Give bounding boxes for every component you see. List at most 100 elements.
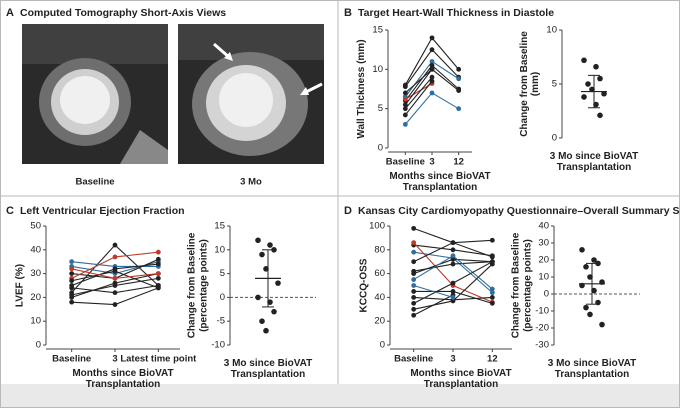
data-point xyxy=(450,256,456,262)
data-point xyxy=(69,266,75,272)
data-point xyxy=(595,260,601,267)
panel-title: Kansas City Cardiomyopathy Questionnaire… xyxy=(358,205,680,217)
y-axis-title: KCCQ-OSS xyxy=(358,258,370,313)
data-point xyxy=(402,102,408,108)
data-point xyxy=(456,106,462,112)
x-tick-label: 12 xyxy=(453,157,464,168)
data-point xyxy=(579,247,585,253)
data-point xyxy=(69,285,75,291)
y-tick-label: -30 xyxy=(535,340,549,351)
data-point xyxy=(489,295,495,300)
series-line xyxy=(404,76,433,110)
data-point xyxy=(581,94,587,100)
y-tick-label: 20 xyxy=(374,316,385,327)
series-line xyxy=(404,80,433,116)
data-point xyxy=(255,294,261,301)
y-tick-label: 5 xyxy=(378,103,383,114)
image-caption: Baseline xyxy=(75,177,114,188)
data-point xyxy=(587,274,593,280)
x-axis-title: Months since BioVAT Transplantation xyxy=(72,367,174,391)
data-point xyxy=(69,259,75,265)
x-axis-title-box: 3 Mo since BioVAT Transplantation xyxy=(549,150,639,174)
x-tick-label: Baseline xyxy=(394,354,433,365)
y-tick-label: 15 xyxy=(214,221,225,232)
data-point xyxy=(69,299,75,305)
data-point xyxy=(402,84,408,90)
data-point xyxy=(456,88,462,93)
data-point xyxy=(402,106,408,112)
data-point xyxy=(583,264,589,270)
data-point xyxy=(255,237,261,244)
data-point xyxy=(155,271,161,276)
data-point xyxy=(402,112,408,118)
y-axis-title-box: KCCQ-OSS xyxy=(358,258,370,313)
data-point xyxy=(259,318,265,325)
data-point xyxy=(411,225,417,231)
data-point xyxy=(585,81,591,87)
data-point xyxy=(429,59,435,64)
data-point xyxy=(489,300,495,306)
y-tick-label: 10 xyxy=(30,316,41,327)
data-point xyxy=(597,112,603,119)
data-point xyxy=(411,283,417,288)
y-axis-title: LVEF (%) xyxy=(14,263,26,308)
data-point xyxy=(112,275,118,281)
y-tick-label: -20 xyxy=(535,323,549,334)
y-tick-label: 0 xyxy=(36,340,41,351)
y-axis-title: Change from Baseline (percentage points) xyxy=(186,232,210,339)
y-axis-title: Change from Baseline (percentage points) xyxy=(510,232,534,339)
x-axis-title: 3 Mo since BioVAT Transplantation xyxy=(547,357,637,381)
data-point xyxy=(583,304,589,311)
data-point xyxy=(411,249,417,255)
data-point xyxy=(155,256,161,262)
data-point xyxy=(402,122,408,127)
y-tick-label: -10 xyxy=(535,306,549,317)
data-point xyxy=(411,300,417,306)
x-axis-title-box: 3 Mo since BioVAT Transplantation xyxy=(547,357,637,381)
data-point xyxy=(155,275,161,281)
data-point xyxy=(271,247,277,253)
panel-title: Target Heart-Wall Thickness in Diastole xyxy=(358,7,554,19)
x-axis-title: 3 Mo since BioVAT Transplantation xyxy=(549,150,639,174)
y-tick-label: 20 xyxy=(538,255,549,266)
y-tick-label: 20 xyxy=(30,292,41,303)
x-tick-label: 12 xyxy=(487,354,498,365)
y-tick-label: 0 xyxy=(378,143,383,154)
y-tick-label: 10 xyxy=(372,64,383,75)
data-point xyxy=(599,321,605,328)
y-tick-label: 50 xyxy=(30,221,41,232)
data-point xyxy=(112,254,118,260)
data-point xyxy=(595,299,601,306)
data-point xyxy=(450,240,456,246)
x-axis-title-box: Months since BioVAT Transplantation xyxy=(389,171,490,194)
data-point xyxy=(429,35,435,41)
y-axis-title: Wall Thickness (mm) xyxy=(356,39,368,139)
data-point xyxy=(593,101,599,108)
y-tick-label: 80 xyxy=(374,244,385,255)
data-point xyxy=(489,290,495,296)
data-point xyxy=(450,261,456,267)
data-point xyxy=(581,57,587,64)
data-point xyxy=(69,292,75,298)
y-tick-label: 100 xyxy=(369,221,385,232)
data-point xyxy=(411,277,417,282)
y-tick-label: -5 xyxy=(217,316,225,327)
series-line xyxy=(404,68,433,94)
x-axis-title-box: 3 Mo since BioVAT Transplantation xyxy=(224,358,313,381)
data-point xyxy=(271,308,277,315)
x-tick-label: 3 xyxy=(450,354,455,365)
data-point xyxy=(593,63,599,70)
data-point xyxy=(155,285,161,291)
panel-title: Left Ventricular Ejection Fraction xyxy=(20,205,185,217)
data-point xyxy=(450,247,456,253)
y-tick-label: 40 xyxy=(538,221,549,232)
data-point xyxy=(489,237,495,243)
data-point xyxy=(450,298,456,304)
y-tick-label: 0 xyxy=(544,289,549,300)
data-point xyxy=(429,66,435,72)
x-tick-label: 3 xyxy=(429,157,434,168)
data-point xyxy=(155,261,161,267)
data-point xyxy=(155,249,161,255)
x-axis-title-box: Months since BioVAT Transplantation xyxy=(410,368,511,391)
